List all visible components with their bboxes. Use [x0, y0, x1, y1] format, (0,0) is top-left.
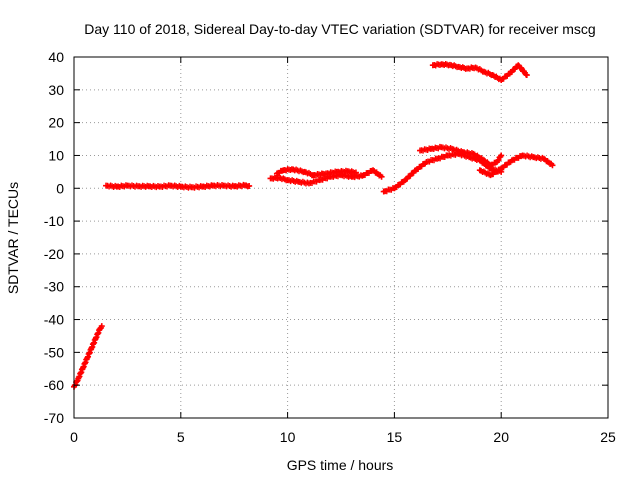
marker: [496, 154, 503, 161]
x-tick-label: 0: [70, 429, 78, 445]
series-arc8: [429, 60, 530, 83]
marker: [74, 377, 81, 384]
plot-area: [71, 60, 556, 390]
x-tick-label: 10: [280, 429, 296, 445]
marker: [522, 71, 529, 78]
series-arc1: [71, 323, 105, 390]
marker: [377, 172, 384, 179]
y-axis-label: SDTVAR / TECUs: [5, 182, 21, 294]
marker: [528, 153, 535, 160]
marker: [293, 177, 300, 184]
x-axis-label: GPS time / hours: [287, 457, 394, 473]
marker: [98, 324, 105, 331]
marker: [351, 169, 358, 176]
y-tick-label: -30: [44, 279, 64, 295]
grid: [74, 57, 608, 418]
marker: [497, 153, 504, 160]
marker: [342, 167, 349, 174]
marker: [447, 145, 454, 152]
marker: [176, 182, 183, 189]
x-tick-label: 25: [600, 429, 616, 445]
marker: [458, 148, 465, 155]
series-arc2: [103, 181, 253, 191]
series-arc7: [476, 152, 556, 179]
chart-title: Day 110 of 2018, Sidereal Day-to-day VTE…: [84, 21, 595, 37]
y-tick-label: 0: [56, 180, 64, 196]
y-tick-label: 20: [48, 115, 64, 131]
series-arc6: [417, 143, 505, 169]
marker: [389, 185, 396, 192]
y-tick-label: 30: [48, 82, 64, 98]
y-tick-label: 40: [48, 49, 64, 65]
marker: [494, 157, 501, 164]
series-arc4: [273, 166, 359, 179]
y-tick-label: -70: [44, 410, 64, 426]
y-tick-label: -60: [44, 377, 64, 393]
marker: [548, 160, 555, 167]
y-axis: -70 -60 -50 -40 -30 -20 -10 0 10 20 30 40: [44, 49, 608, 426]
x-axis: 0 5 10 15 20 25: [70, 57, 616, 445]
marker: [244, 183, 251, 190]
x-tick-label: 20: [493, 429, 509, 445]
y-tick-label: -10: [44, 213, 64, 229]
y-tick-label: -50: [44, 344, 64, 360]
y-tick-label: -20: [44, 246, 64, 262]
y-tick-label: -40: [44, 312, 64, 328]
marker: [73, 378, 80, 385]
series-arc5: [380, 150, 505, 195]
x-tick-label: 15: [387, 429, 403, 445]
y-tick-label: 10: [48, 147, 64, 163]
x-tick-label: 5: [177, 429, 185, 445]
plot-frame: [73, 56, 609, 419]
